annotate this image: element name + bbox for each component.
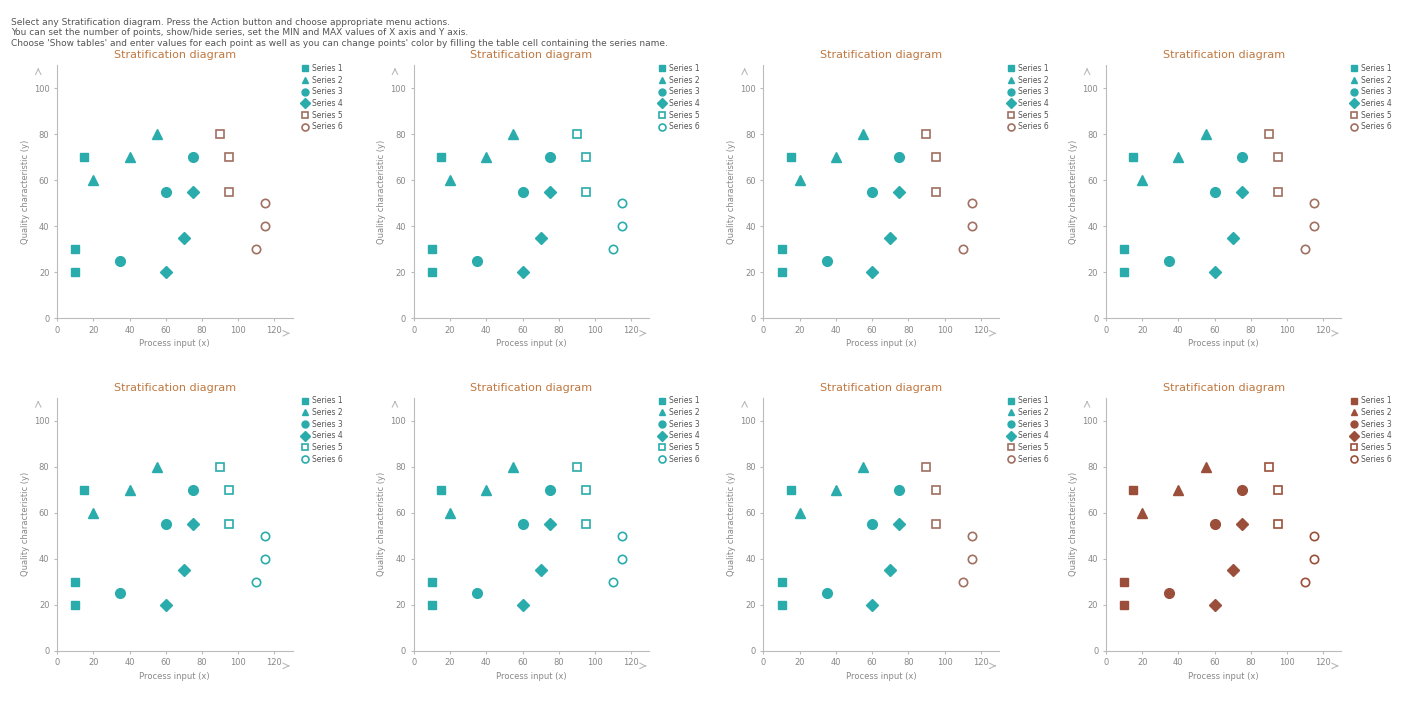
Title: Stratification diagram: Stratification diagram bbox=[114, 382, 235, 393]
X-axis label: Process input (x): Process input (x) bbox=[1189, 672, 1259, 680]
Y-axis label: Quality characteristic (y): Quality characteristic (y) bbox=[1069, 472, 1079, 576]
Y-axis label: Quality characteristic (y): Quality characteristic (y) bbox=[377, 472, 387, 576]
Title: Stratification diagram: Stratification diagram bbox=[471, 382, 592, 393]
X-axis label: Process input (x): Process input (x) bbox=[846, 672, 916, 680]
Legend: Series 1, Series 2, Series 3, Series 4, Series 5, Series 6: Series 1, Series 2, Series 3, Series 4, … bbox=[1007, 396, 1049, 463]
Y-axis label: Quality characteristic (y): Quality characteristic (y) bbox=[20, 140, 30, 244]
Legend: Series 1, Series 2, Series 3, Series 4, Series 5, Series 6: Series 1, Series 2, Series 3, Series 4, … bbox=[1007, 64, 1049, 131]
Title: Stratification diagram: Stratification diagram bbox=[1163, 50, 1284, 60]
X-axis label: Process input (x): Process input (x) bbox=[1189, 339, 1259, 348]
Legend: Series 1, Series 2, Series 3, Series 4, Series 5, Series 6: Series 1, Series 2, Series 3, Series 4, … bbox=[301, 396, 342, 463]
Text: Select any Stratification diagram. Press the Action button and choose appropriat: Select any Stratification diagram. Press… bbox=[11, 18, 668, 48]
Y-axis label: Quality characteristic (y): Quality characteristic (y) bbox=[1069, 140, 1079, 244]
X-axis label: Process input (x): Process input (x) bbox=[140, 672, 210, 680]
Y-axis label: Quality characteristic (y): Quality characteristic (y) bbox=[726, 472, 736, 576]
Legend: Series 1, Series 2, Series 3, Series 4, Series 5, Series 6: Series 1, Series 2, Series 3, Series 4, … bbox=[1350, 64, 1391, 131]
Legend: Series 1, Series 2, Series 3, Series 4, Series 5, Series 6: Series 1, Series 2, Series 3, Series 4, … bbox=[301, 64, 342, 131]
Legend: Series 1, Series 2, Series 3, Series 4, Series 5, Series 6: Series 1, Series 2, Series 3, Series 4, … bbox=[658, 64, 699, 131]
Title: Stratification diagram: Stratification diagram bbox=[821, 50, 942, 60]
Title: Stratification diagram: Stratification diagram bbox=[1163, 382, 1284, 393]
X-axis label: Process input (x): Process input (x) bbox=[497, 672, 567, 680]
X-axis label: Process input (x): Process input (x) bbox=[846, 339, 916, 348]
Legend: Series 1, Series 2, Series 3, Series 4, Series 5, Series 6: Series 1, Series 2, Series 3, Series 4, … bbox=[1350, 396, 1391, 463]
Y-axis label: Quality characteristic (y): Quality characteristic (y) bbox=[726, 140, 736, 244]
Title: Stratification diagram: Stratification diagram bbox=[471, 50, 592, 60]
X-axis label: Process input (x): Process input (x) bbox=[140, 339, 210, 348]
Y-axis label: Quality characteristic (y): Quality characteristic (y) bbox=[20, 472, 30, 576]
Title: Stratification diagram: Stratification diagram bbox=[821, 382, 942, 393]
Title: Stratification diagram: Stratification diagram bbox=[114, 50, 235, 60]
Legend: Series 1, Series 2, Series 3, Series 4, Series 5, Series 6: Series 1, Series 2, Series 3, Series 4, … bbox=[658, 396, 699, 463]
X-axis label: Process input (x): Process input (x) bbox=[497, 339, 567, 348]
Y-axis label: Quality characteristic (y): Quality characteristic (y) bbox=[377, 140, 387, 244]
